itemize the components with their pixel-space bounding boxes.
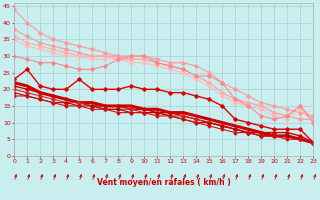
X-axis label: Vent moyen/en rafales ( km/h ): Vent moyen/en rafales ( km/h ) bbox=[97, 178, 230, 187]
